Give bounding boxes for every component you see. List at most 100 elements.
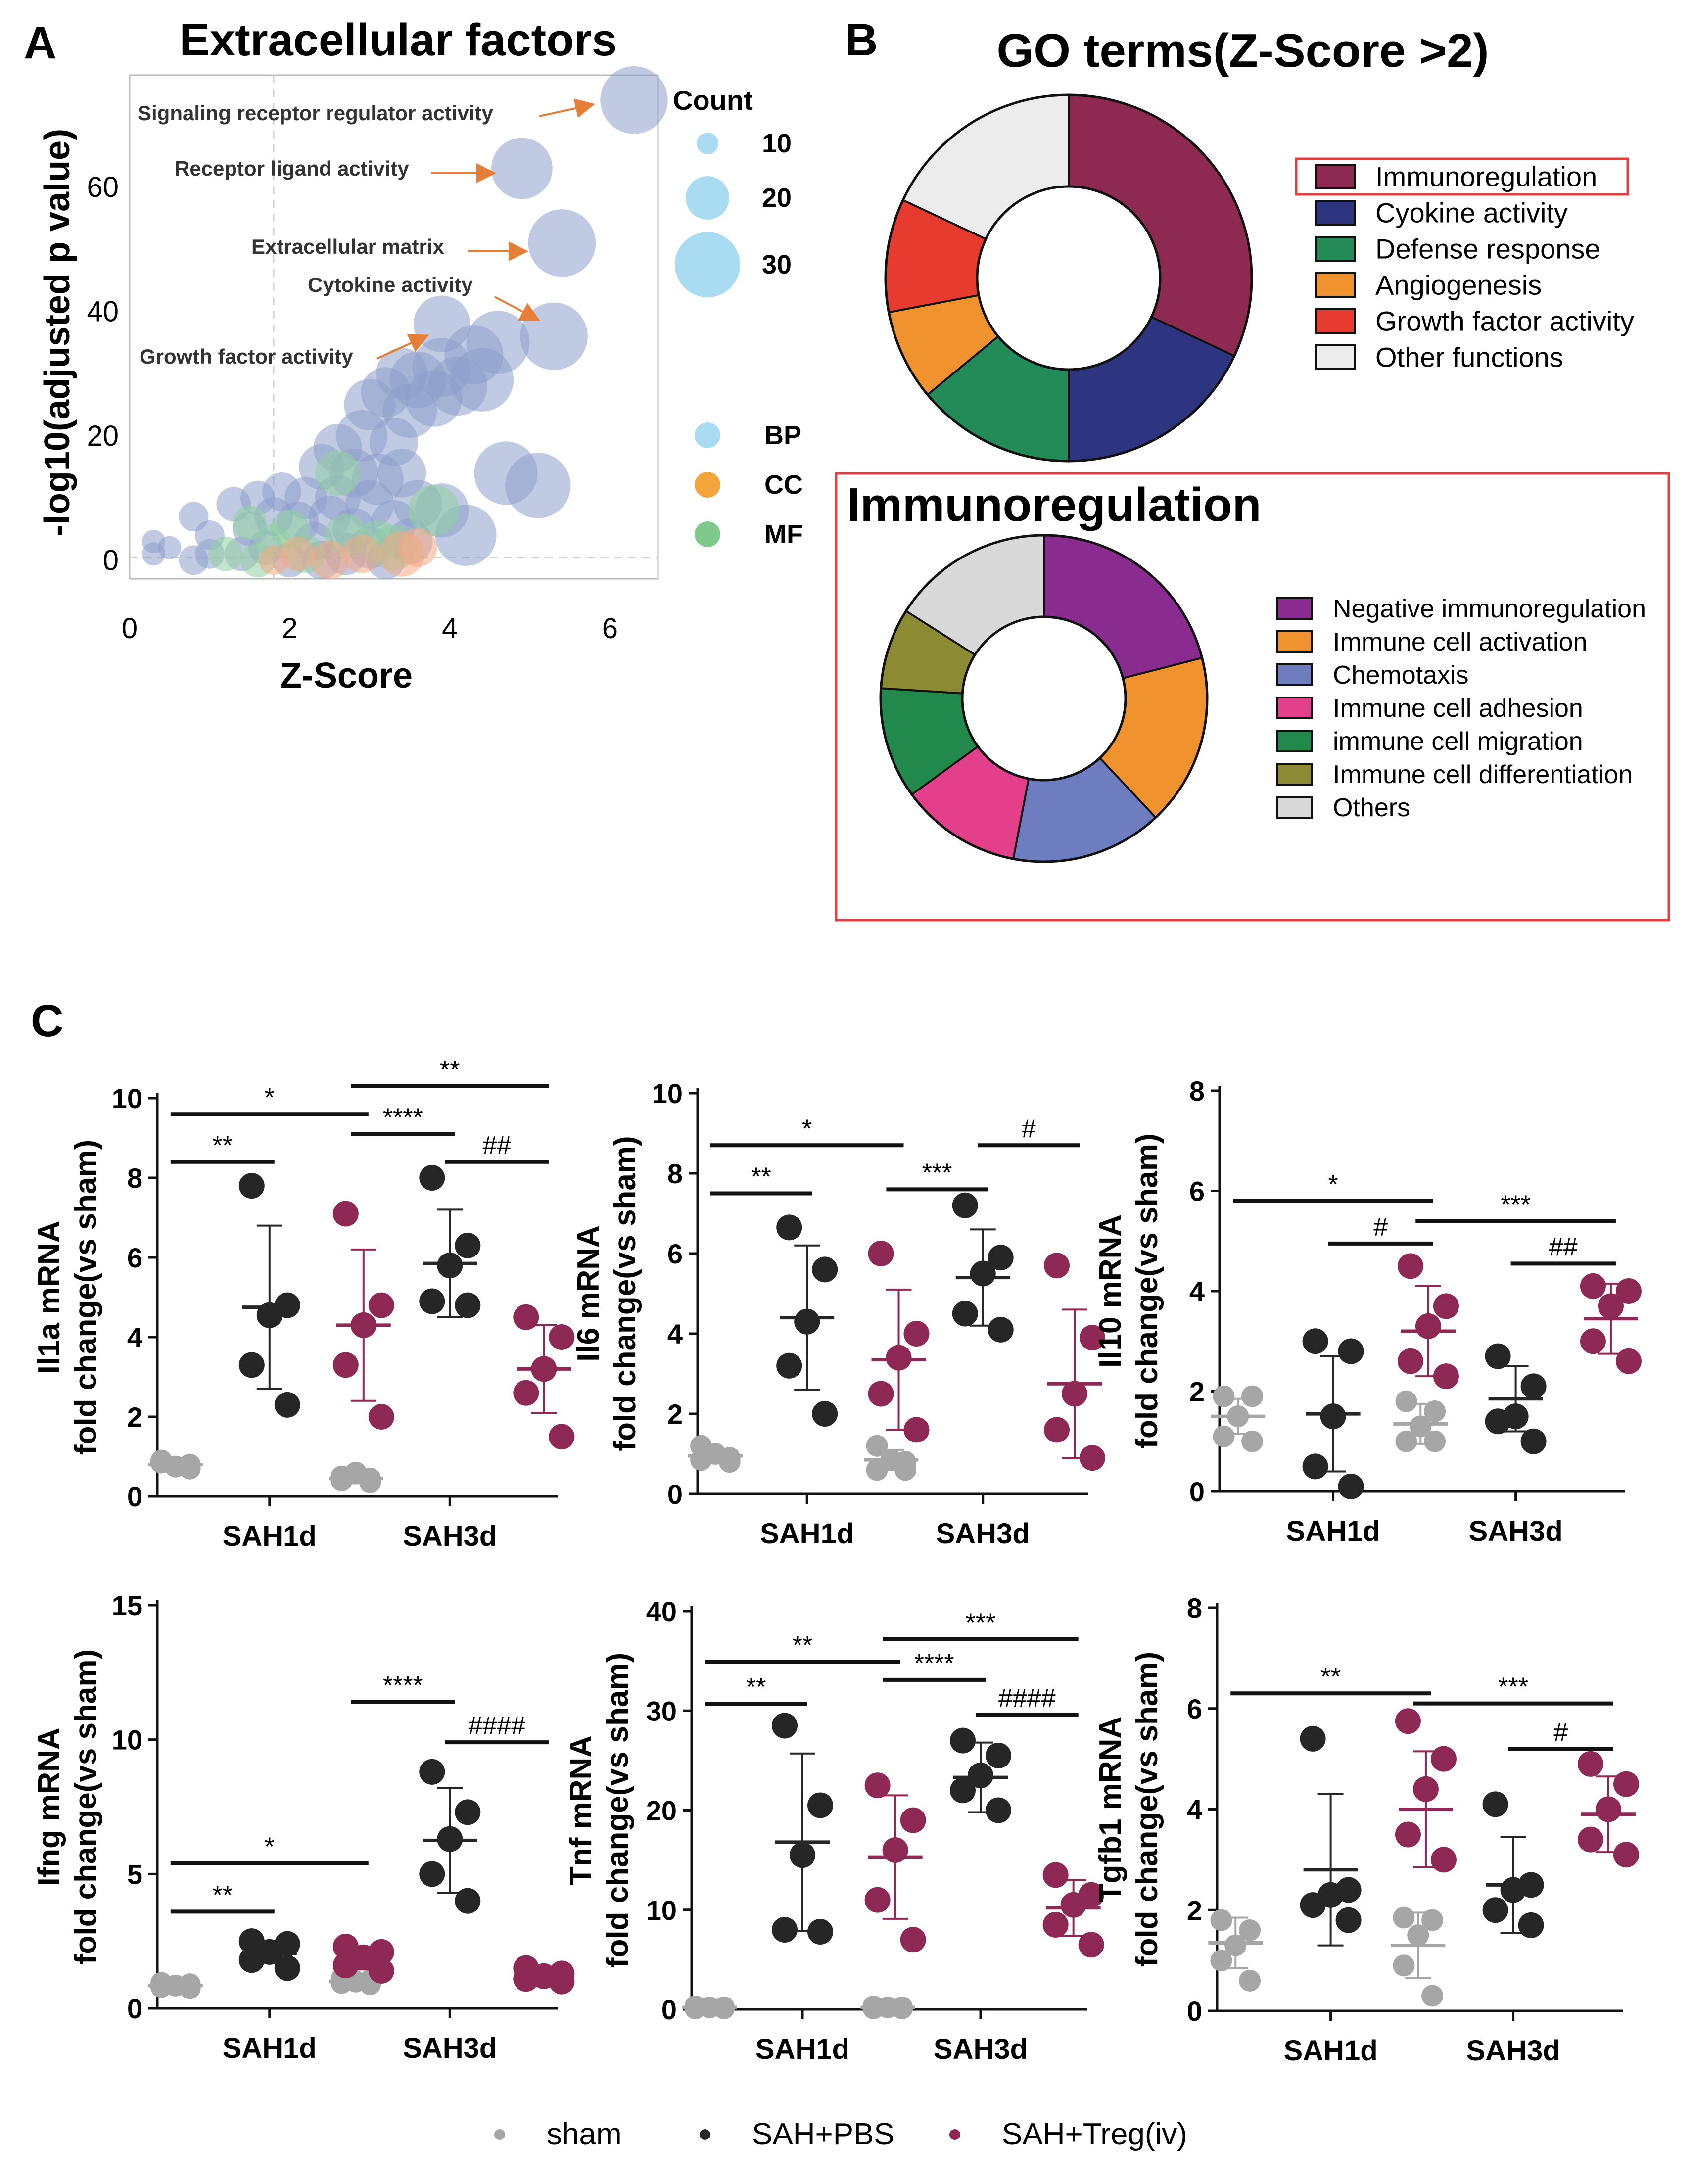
donut-hole bbox=[976, 185, 1162, 371]
data-point bbox=[866, 1459, 888, 1481]
x-tick-label: SAH1d bbox=[760, 1518, 854, 1550]
legend-label: Immune cell differentiation bbox=[1333, 760, 1633, 789]
data-point bbox=[332, 1952, 359, 1979]
significance-label: ** bbox=[213, 1131, 233, 1160]
data-point bbox=[1613, 1771, 1639, 1797]
data-point bbox=[1430, 1847, 1457, 1873]
y-axis-label-line2: fold change(vs sham) bbox=[69, 1140, 103, 1455]
data-point bbox=[513, 1304, 539, 1330]
legend-swatch bbox=[1276, 796, 1313, 819]
annotation-label: Receptor ligand activity bbox=[175, 157, 409, 180]
data-point bbox=[868, 1381, 894, 1407]
panel-a-annotations: Signaling receptor regulator activity Rec… bbox=[138, 98, 595, 368]
data-point bbox=[419, 1861, 445, 1887]
significance-label: ** bbox=[751, 1163, 771, 1192]
data-point bbox=[368, 1957, 394, 1984]
annotation-arrow bbox=[539, 98, 595, 118]
bubble-mf bbox=[315, 450, 361, 496]
donut-hole bbox=[961, 615, 1127, 782]
y-tick-label: 8 bbox=[127, 1162, 142, 1194]
data-point bbox=[1241, 1430, 1264, 1452]
data-point bbox=[1395, 1821, 1421, 1848]
data-point bbox=[368, 1292, 394, 1318]
data-point bbox=[690, 1449, 712, 1471]
y-tick-label: 40 bbox=[646, 1596, 677, 1627]
significance-label: ** bbox=[213, 1881, 233, 1909]
y-axis-label: Tnf mRNA fold change(vs sham) bbox=[564, 1653, 635, 1968]
bubble-bp bbox=[450, 348, 514, 412]
bubble-bp bbox=[520, 302, 588, 371]
data-point bbox=[812, 1256, 838, 1283]
y-tick-label: 8 bbox=[1187, 1592, 1202, 1624]
y-tick-label: 2 bbox=[1187, 1895, 1202, 1926]
significance-label: *** bbox=[1501, 1190, 1531, 1219]
data-point bbox=[952, 1192, 978, 1218]
data-point bbox=[1397, 1253, 1423, 1279]
data-point bbox=[866, 1435, 888, 1457]
category-legend-dot bbox=[695, 422, 720, 448]
y-axis-label-line1: Il1a mRNA bbox=[32, 1220, 66, 1374]
legend-highlight-box bbox=[1295, 157, 1629, 196]
dotplot-panel: 0 2 4 6 8 10 SAH1d SAH3d Il6 mRNA fold change(vs … bbox=[571, 1078, 1106, 1550]
legend-label: sham bbox=[547, 2117, 622, 2151]
legend-label: Growth factor activity bbox=[1375, 306, 1634, 337]
legend-label: immune cell migration bbox=[1333, 727, 1583, 756]
panel-b-title: GO terms(Z-Score >2) bbox=[997, 24, 1489, 77]
x-tick-label: SAH1d bbox=[223, 2032, 317, 2064]
data-point bbox=[986, 1797, 1011, 1823]
legend-label: Defense response bbox=[1375, 233, 1600, 265]
legend-swatch bbox=[1276, 763, 1313, 786]
data-point bbox=[1518, 1912, 1544, 1938]
x-tick-label: SAH3d bbox=[403, 2032, 497, 2064]
data-point bbox=[1078, 1932, 1104, 1958]
data-point bbox=[1302, 1328, 1328, 1354]
data-point bbox=[1395, 1708, 1421, 1734]
y-axis-label: Il1a mRNA fold change(vs sham) bbox=[32, 1140, 103, 1455]
significance-label: #### bbox=[468, 1712, 525, 1740]
data-point bbox=[419, 1759, 445, 1785]
immunoregulation-donut bbox=[879, 534, 1209, 863]
data-point bbox=[1335, 1907, 1362, 1933]
legend-dot bbox=[494, 2129, 505, 2140]
data-point bbox=[1338, 1473, 1364, 1499]
legend-label: Chemotaxis bbox=[1333, 661, 1469, 690]
dotplot-panel: 0 2 4 6 8 SAH1d SAH3d Il10 mRNA fold change(vs s… bbox=[1093, 1075, 1642, 1547]
bubble-bp bbox=[505, 453, 571, 518]
count-legend-bubble bbox=[697, 133, 718, 154]
panel-a-count-legend: Count 10 20 30 BP CC MF bbox=[673, 85, 803, 549]
bubble-cc bbox=[398, 528, 437, 567]
x-tick-label: SAH3d bbox=[934, 2033, 1028, 2065]
category-legend-label: MF bbox=[764, 519, 803, 549]
significance-label: *** bbox=[1498, 1673, 1528, 1702]
y-tick-label: 6 bbox=[667, 1238, 683, 1269]
annotation-label: Extracellular matrix bbox=[251, 235, 445, 258]
significance-label: ** bbox=[440, 1056, 460, 1084]
x-tick-label: SAH3d bbox=[1469, 1515, 1563, 1547]
panel-c-letter: C bbox=[31, 996, 63, 1046]
y-axis-label-line1: Tgfb1 mRNA bbox=[1093, 1717, 1128, 1902]
dotplot-panel: 0 2 4 6 8 SAH1d SAH3d Tgfb1 mRNA fold change(vs … bbox=[1093, 1592, 1639, 2067]
legend-label: Others bbox=[1333, 793, 1410, 822]
panel-a-ylabel: -log10(adjusted p value) bbox=[38, 129, 77, 536]
legend-label: Immune cell activation bbox=[1333, 628, 1587, 656]
bubble-cc bbox=[259, 545, 289, 575]
data-point bbox=[952, 1301, 978, 1327]
y-tick-label: 8 bbox=[1189, 1075, 1205, 1107]
data-point bbox=[1300, 1725, 1326, 1752]
bubble-mf bbox=[232, 505, 267, 540]
count-legend-bubble bbox=[686, 176, 729, 220]
legend-label: Cyokine activity bbox=[1375, 197, 1568, 229]
bubble-mf bbox=[208, 536, 243, 571]
data-point bbox=[419, 1165, 445, 1191]
y-tick-label: 6 bbox=[1187, 1693, 1202, 1724]
data-point bbox=[332, 1201, 359, 1227]
data-point bbox=[903, 1417, 930, 1443]
data-point bbox=[1421, 1909, 1444, 1931]
data-point bbox=[1239, 1969, 1261, 1992]
legend-dot bbox=[949, 2129, 960, 2140]
significance-label: **** bbox=[383, 1103, 423, 1132]
data-point bbox=[1395, 1390, 1417, 1412]
